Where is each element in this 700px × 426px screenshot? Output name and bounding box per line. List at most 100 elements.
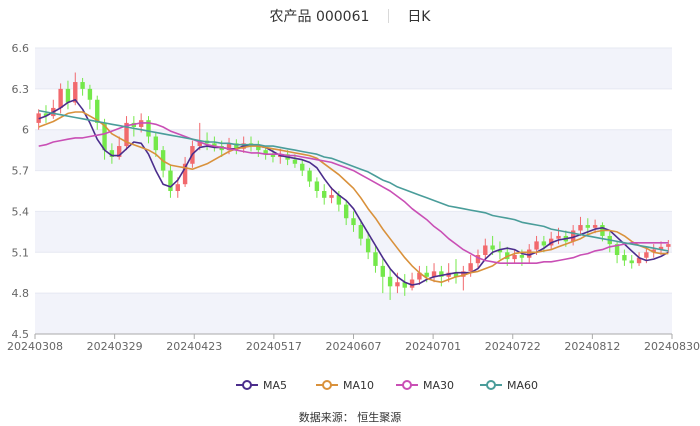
candle-body [226, 143, 232, 151]
candle-body [541, 241, 547, 246]
candle-body [578, 225, 583, 231]
candle-body [336, 195, 342, 205]
candle-body [234, 143, 239, 149]
candle-body [402, 282, 407, 288]
candle-body [409, 279, 415, 288]
candle-body [124, 122, 129, 147]
candle-body [58, 88, 63, 108]
legend-label: MA5 [263, 379, 287, 392]
legend-marker [242, 380, 252, 390]
candle-body [387, 276, 393, 287]
y-tick-label: 5.1 [12, 246, 30, 259]
series-line-ma10 [38, 111, 669, 284]
x-tick-label: 20240329 [87, 340, 143, 353]
candle-body [343, 204, 349, 219]
candle-body [314, 181, 320, 191]
y-tick-label: 6.6 [12, 42, 30, 55]
legend-marker [402, 380, 412, 390]
y-tick-label: 4.8 [12, 287, 30, 300]
candle-body [592, 225, 598, 228]
candle-body [153, 136, 159, 151]
candle-body [490, 245, 495, 250]
candle-body [483, 245, 488, 256]
series-line-ma60 [38, 109, 669, 252]
chart-title: 农产品 000061 [269, 9, 370, 25]
candle-body [461, 271, 466, 277]
legend-label: MA30 [423, 379, 454, 392]
chart-period: 日K [407, 9, 431, 25]
y-tick-label: 5.4 [12, 205, 30, 218]
candle-body [614, 244, 620, 256]
candle-body [365, 238, 371, 253]
candle-body [658, 246, 664, 250]
y-tick-label: 4.5 [12, 328, 30, 341]
y-tick-label: 6 [22, 124, 29, 137]
candle-body [175, 184, 180, 191]
legend-label: MA10 [343, 379, 374, 392]
x-tick-label: 20240722 [485, 340, 541, 353]
candle-body [666, 244, 671, 247]
candle-body [73, 82, 78, 103]
candle-body [453, 272, 459, 277]
candle-body [182, 163, 188, 185]
candle-body [292, 159, 298, 164]
candle-body [417, 272, 422, 280]
candle-body [534, 241, 539, 250]
grid-band [35, 129, 672, 171]
legend-marker [486, 380, 496, 390]
title-divider [387, 9, 389, 23]
series-line-ma30 [38, 122, 669, 265]
candle-body [629, 260, 634, 264]
candle-body [197, 140, 202, 147]
candle-body [307, 170, 312, 182]
legend-marker [322, 380, 332, 390]
candle-body [358, 225, 364, 239]
candle-body [146, 120, 151, 137]
candle-body [431, 271, 437, 277]
candle-body [87, 88, 93, 100]
candle-body [95, 99, 100, 123]
candle-body [117, 146, 122, 157]
candle-body [80, 82, 85, 89]
data-source: 数据来源： 恒生聚源 [298, 411, 402, 424]
candle-body [497, 249, 503, 253]
candle-body [519, 255, 525, 258]
x-tick-label: 20240812 [564, 340, 620, 353]
chart-title-bar: 农产品 000061 日K [0, 6, 700, 26]
candle-body [468, 263, 473, 272]
candle-body [585, 225, 590, 228]
candle-body [300, 163, 305, 171]
y-tick-label: 6.3 [12, 83, 30, 96]
x-tick-label: 20240308 [7, 340, 63, 353]
series-line-ma5 [38, 99, 669, 286]
candle-body [512, 255, 517, 260]
candle-body [43, 113, 49, 117]
candle-body [395, 282, 400, 287]
x-tick-label: 20240517 [246, 340, 302, 353]
candle-body [168, 170, 173, 191]
candle-body [380, 265, 385, 277]
candle-body [475, 255, 481, 264]
x-tick-label: 20240701 [405, 340, 461, 353]
candle-body [527, 249, 532, 258]
grid-band [35, 48, 672, 89]
candle-body [109, 150, 115, 157]
x-tick-label: 20240423 [166, 340, 222, 353]
candle-body [644, 252, 649, 258]
candle-body [322, 191, 327, 198]
candle-body [65, 88, 71, 103]
candle-body [570, 230, 576, 242]
x-tick-label: 20240607 [326, 340, 382, 353]
candle-body [270, 154, 276, 157]
candle-body [263, 150, 268, 155]
candle-body [212, 143, 217, 147]
candle-body [373, 252, 378, 266]
candle-body [256, 146, 261, 151]
candle-body [556, 235, 561, 239]
candle-body [439, 271, 444, 277]
y-tick-label: 5.7 [12, 165, 30, 178]
candle-body [329, 195, 334, 198]
grid-band [35, 293, 672, 334]
